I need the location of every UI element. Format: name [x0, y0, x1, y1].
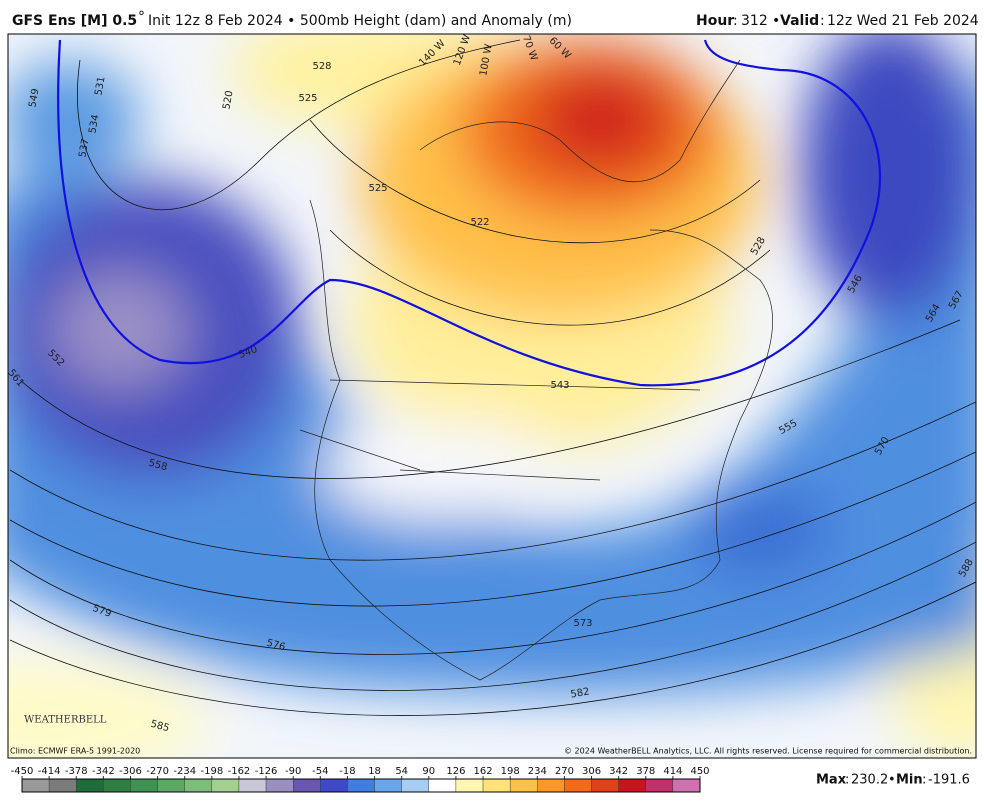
colorbar-swatch — [238, 778, 267, 793]
colorbar-swatch — [157, 778, 185, 793]
colorbar-swatch — [211, 778, 240, 793]
hour-colon: : — [733, 13, 738, 29]
colorbar-swatch — [293, 778, 321, 793]
contour-label: 525 — [368, 183, 387, 194]
valid: 12z Wed 21 Feb 2024 — [827, 13, 979, 29]
colorbar-tick-label: 198 — [501, 766, 520, 777]
stats: Max : 230.2 • Min : -191.6 — [816, 773, 970, 788]
colorbar-tick-label: -18 — [339, 766, 355, 777]
contour-label: 528 — [312, 61, 331, 72]
valid-colon: : — [820, 13, 825, 29]
colorbar-swatch — [672, 778, 701, 793]
max-label: Max — [816, 773, 847, 788]
colorbar-swatch — [130, 778, 158, 793]
contour-label: 585 — [149, 719, 170, 735]
colorbar-swatch — [347, 778, 375, 793]
colorbar-tick-label: -378 — [65, 766, 88, 777]
contour-label: 573 — [573, 618, 592, 629]
contour-label: 549 — [27, 88, 41, 109]
colorbar-tick-label: 414 — [663, 766, 682, 777]
colorbar-swatch — [482, 778, 511, 793]
contour-label: 520 — [221, 90, 235, 111]
colorbar-frame — [21, 778, 701, 793]
colorbar-swatch — [645, 778, 674, 793]
climo: Climo: ECMWF ERA-5 1991-2020 — [10, 747, 140, 756]
contour-label: 576 — [265, 638, 286, 654]
colorbar-tick-label: -90 — [285, 766, 301, 777]
colorbar-tick-label: 54 — [395, 766, 408, 777]
min: -191.6 — [928, 773, 970, 788]
contour-label: 534 — [87, 114, 101, 135]
colorbar-swatch — [618, 778, 646, 793]
colorbar-tick-label: 18 — [368, 766, 381, 777]
hour: 312 — [741, 13, 768, 29]
colorbar-swatch — [428, 778, 457, 793]
colorbar-swatch — [320, 778, 348, 793]
logo: WEATHERBELL — [24, 715, 107, 726]
height-contours — [9, 39, 976, 716]
title-description: Init 12z 8 Feb 2024 • 500mb Height (dam)… — [148, 13, 572, 29]
colorbar-swatch — [591, 778, 619, 793]
colorbar-tick-label: 90 — [422, 766, 435, 777]
valid-label: Valid — [780, 13, 819, 29]
title-degree: ° — [138, 9, 145, 25]
min-colon: : — [922, 773, 926, 788]
separator: • — [772, 13, 780, 29]
colorbar-swatch — [48, 778, 77, 793]
contour-label: 537 — [77, 138, 91, 159]
colorbar-tick-label: -126 — [255, 766, 278, 777]
colorbar-tick-label: -54 — [312, 766, 328, 777]
colorbar-swatch — [509, 778, 538, 793]
map: 5495315345375285255255225285205405525615… — [8, 34, 976, 758]
colorbar-tick-label: -306 — [119, 766, 142, 777]
colorbar-tick-label: 306 — [582, 766, 601, 777]
contour-label: 558 — [147, 458, 168, 474]
colorbar-tick-label: 270 — [555, 766, 574, 777]
title-model: GFS Ens [M] 0.5 — [12, 13, 137, 29]
valid-info: Hour : 312 • Valid : 12z Wed 21 Feb 2024 — [696, 13, 979, 29]
colorbar-swatch — [21, 778, 50, 793]
colorbar-swatch — [374, 778, 402, 793]
colorbar-swatch — [265, 778, 294, 793]
colorbar-swatch — [103, 778, 131, 793]
contour-label: 522 — [470, 217, 489, 228]
max-colon: : — [845, 773, 849, 788]
colorbar-swatch — [184, 778, 213, 793]
colorbar-tick-label: -198 — [200, 766, 223, 777]
colorbar-swatch — [401, 778, 429, 793]
colorbar-tick-label: 378 — [636, 766, 655, 777]
colorbar-tick-label: 162 — [473, 766, 492, 777]
stats-separator: • — [888, 773, 896, 788]
copyright: © 2024 WeatherBELL Analytics, LLC. All r… — [564, 747, 972, 756]
anomaly-field — [8, 34, 976, 758]
colorbar-tick-label: -270 — [146, 766, 169, 777]
contour-label: 543 — [550, 380, 569, 391]
coastlines — [299, 59, 774, 681]
colorbar-swatch — [455, 778, 484, 793]
colorbar-tick-label: 234 — [528, 766, 547, 777]
max: 230.2 — [851, 773, 888, 788]
contour-label: 531 — [93, 76, 107, 97]
colorbar-tick-label: 126 — [446, 766, 465, 777]
colorbar-tick-label: 450 — [690, 766, 709, 777]
contour-540 — [57, 39, 881, 387]
min-label: Min — [896, 773, 923, 788]
map-frame — [7, 33, 977, 759]
contour-label: 582 — [570, 686, 591, 700]
colorbar-swatch — [564, 778, 592, 793]
colorbar-tick-label: 342 — [609, 766, 628, 777]
colorbar-tick-label: -342 — [92, 766, 115, 777]
colorbar: -450 -414 -378 -342 -306 -270 -234 -198 -162 -126… — [11, 766, 710, 793]
colorbar-swatch — [76, 778, 104, 793]
hour-label: Hour — [696, 13, 734, 29]
colorbar-tick-label: -414 — [38, 766, 61, 777]
colorbar-tick-label: -234 — [173, 766, 196, 777]
colorbar-tick-label: -162 — [228, 766, 251, 777]
colorbar-tick-label: -450 — [11, 766, 34, 777]
contour-label: 525 — [298, 93, 317, 104]
colorbar-swatch — [537, 778, 565, 793]
